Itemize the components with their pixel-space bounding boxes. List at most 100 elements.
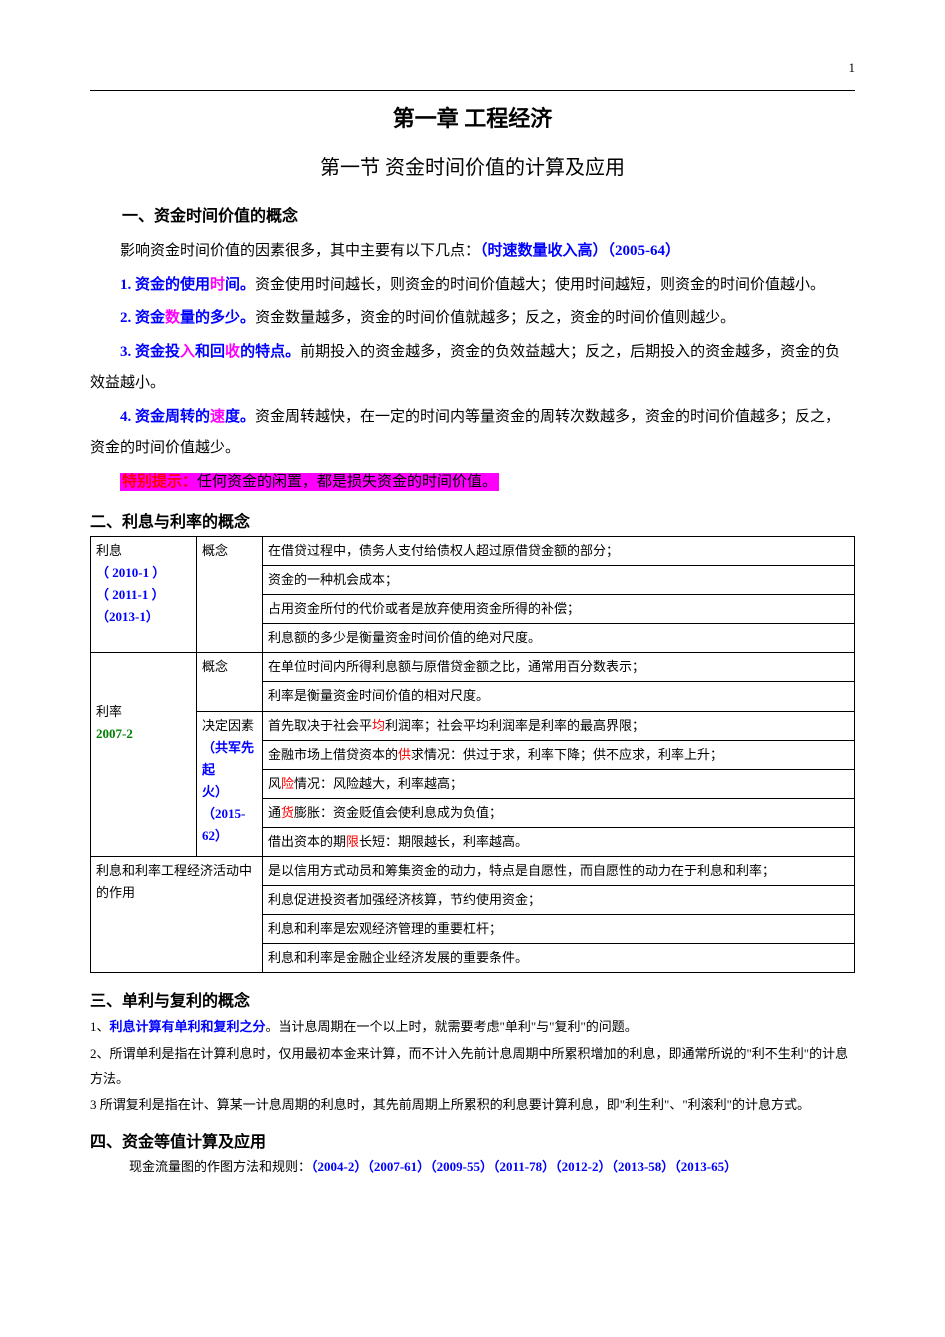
s4-refs: （2004-2）（2007-61）（2009-55）（2011-78）（2012… xyxy=(311,1159,737,1174)
lirate-year: 2007-2 xyxy=(96,726,133,741)
f1-hl: 均 xyxy=(372,718,385,733)
lixi-y2: （ 2011-1 ） xyxy=(96,587,165,602)
f2-post: 求情况：供过于求，利率下降；供不应求，利率上升； xyxy=(411,747,723,762)
f2-pre: 金融市场上借贷资本的 xyxy=(268,747,398,762)
intro-paragraph: 影响资金时间价值的因素很多，其中主要有以下几点：（时速数量收入高）（2005-6… xyxy=(90,236,855,268)
s4-line: 现金流量图的作图方法和规则：（2004-2）（2007-61）（2009-55）… xyxy=(90,1156,855,1175)
table-row: 决定因素 （共军先起 火） （2015-62） 首先取决于社会平均利润率；社会平… xyxy=(91,711,855,740)
cell: 占用资金所付的代价或者是放弃使用资金所得的补偿； xyxy=(263,595,855,624)
cell: 借出资本的期限长短：期限越长，利率越高。 xyxy=(263,827,855,856)
f3-pre: 风 xyxy=(268,776,281,791)
p2-num: 2. xyxy=(120,310,131,326)
cell: 通货膨胀：资金贬值会使利息成为负值； xyxy=(263,798,855,827)
heading-1: 一、资金时间价值的概念 xyxy=(90,202,855,226)
heading-4: 四、资金等值计算及应用 xyxy=(90,1128,855,1152)
f4-hl: 货 xyxy=(281,805,294,820)
f4-post: 膨胀：资金贬值会使利息成为负值； xyxy=(294,805,502,820)
intro-prefix: 影响资金时间价值的因素很多，其中主要有以下几点： xyxy=(120,243,480,259)
s3-p1-blue: 利息计算有单利和复利之分 xyxy=(110,1019,266,1034)
p3-key-pre: 资金投 xyxy=(135,344,180,360)
cell: 首先取决于社会平均利润率；社会平均利润率是利率的最高界限； xyxy=(263,711,855,740)
special-tip: 特别提示：任何资金的闲置，都是损失资金的时间价值。 xyxy=(90,467,855,499)
cell: 是以信用方式动员和筹集资金的动力，特点是自愿性，而自愿性的动力在于利息和利率； xyxy=(263,857,855,886)
p4-key-post: 度。 xyxy=(225,409,255,425)
top-rule xyxy=(90,90,855,91)
cell-lixi: 利息 （ 2010-1 ） （ 2011-1 ） （2013-1） xyxy=(91,537,197,653)
f3-hl: 险 xyxy=(281,776,294,791)
p3-key-post: 的特点。 xyxy=(240,344,300,360)
p1-body: 资金使用时间越长，则资金的时间价值越大；使用时间越短，则资金的时间价值越小。 xyxy=(255,277,825,293)
p4-key-hl: 速 xyxy=(210,409,225,425)
cell-concept1: 概念 xyxy=(197,537,263,653)
f1-post: 利润率；社会平均利润率是利率的最高界限； xyxy=(385,718,645,733)
lixi-y3: （2013-1） xyxy=(96,609,159,624)
f2-hl: 供 xyxy=(398,747,411,762)
f5-pre: 借出资本的期 xyxy=(268,834,346,849)
p1-key-post: 间。 xyxy=(225,277,255,293)
p1-key-hl: 时 xyxy=(210,277,225,293)
s4-intro: 现金流量图的作图方法和规则： xyxy=(129,1159,311,1174)
p1-key-pre: 资金的使用 xyxy=(135,277,210,293)
point-4: 4. 资金周转的速度。资金周转越快，在一定的时间内等量资金的周转次数越多，资金的… xyxy=(90,402,855,465)
cell-lirate: 利率 2007-2 xyxy=(91,653,197,857)
cell: 在单位时间内所得利息额与原借贷金额之比，通常用百分数表示； xyxy=(263,653,855,682)
p3-key-hl1: 入 xyxy=(180,344,195,360)
p2-key-mid: 量 xyxy=(180,310,195,326)
lixi-label: 利息 xyxy=(96,543,122,558)
cell-factors: 决定因素 （共军先起 火） （2015-62） xyxy=(197,711,263,856)
page-number: 1 xyxy=(849,60,856,76)
p4-num: 4. xyxy=(120,409,131,425)
s3-p1: 1、利息计算有单利和复利之分。当计息周期在一个以上时，就需要考虑"单利"与"复利… xyxy=(90,1015,855,1040)
concept-table: 利息 （ 2010-1 ） （ 2011-1 ） （2013-1） 概念 在借贷… xyxy=(90,536,855,973)
cell: 利率是衡量资金时间价值的相对尺度。 xyxy=(263,682,855,711)
p3-num: 3. xyxy=(120,344,131,360)
point-3: 3. 资金投入和回收的特点。前期投入的资金越多，资金的负效益越大；反之，后期投入… xyxy=(90,337,855,400)
heading-3: 三、单利与复利的概念 xyxy=(90,987,855,1011)
f1-pre: 首先取决于社会平 xyxy=(268,718,372,733)
factors-mnemonic-close: ） xyxy=(215,784,228,799)
point-1: 1. 资金的使用时间。资金使用时间越长，则资金的时间价值越大；使用时间越短，则资… xyxy=(90,270,855,302)
table-row: 利率 2007-2 概念 在单位时间内所得利息额与原借贷金额之比，通常用百分数表… xyxy=(91,653,855,682)
cell: 在借贷过程中，债务人支付给债权人超过原借贷金额的部分； xyxy=(263,537,855,566)
lirate-label: 利率 xyxy=(96,704,122,719)
cell: 金融市场上借贷资本的供求情况：供过于求，利率下降；供不应求，利率上升； xyxy=(263,740,855,769)
f5-post: 长短：期限越长，利率越高。 xyxy=(359,834,528,849)
p2-key-post: 的多少。 xyxy=(195,310,255,326)
factors-year: （2015-62） xyxy=(202,806,245,843)
f5-hl: 限 xyxy=(346,834,359,849)
table-row: 利息和利率工程经济活动中的作用 是以信用方式动员和筹集资金的动力，特点是自愿性，… xyxy=(91,857,855,886)
tip-body: 任何资金的闲置，都是损失资金的时间价值。 xyxy=(197,474,497,490)
cell: 利息额的多少是衡量资金时间价值的绝对尺度。 xyxy=(263,624,855,653)
cell: 资金的一种机会成本； xyxy=(263,566,855,595)
document-page: 1 第一章 工程经济 第一节 资金时间价值的计算及应用 一、资金时间价值的概念 … xyxy=(0,0,945,1217)
table-row: 利息 （ 2010-1 ） （ 2011-1 ） （2013-1） 概念 在借贷… xyxy=(91,537,855,566)
f4-pre: 通 xyxy=(268,805,281,820)
p4-key-pre: 资金周转的 xyxy=(135,409,210,425)
factors-mnemonic-p2: 火 xyxy=(202,784,215,799)
p2-key-hl: 数 xyxy=(165,310,180,326)
p3-key-mid: 和回 xyxy=(195,344,225,360)
tip-label: 特别提示： xyxy=(122,474,197,490)
p2-key-pre: 资金 xyxy=(135,310,165,326)
intro-year: （2005-64） xyxy=(608,243,681,259)
factors-mnemonic-p1: （共军先起 xyxy=(202,740,254,777)
f3-post: 情况：风险越大，利率越高； xyxy=(294,776,463,791)
section-title: 第一节 资金时间价值的计算及应用 xyxy=(90,151,855,180)
p3-key-hl2: 收 xyxy=(225,344,240,360)
s3-p2: 2、所谓单利是指在计算利息时，仅用最初本金来计算，而不计入先前计息周期中所累积增… xyxy=(90,1042,855,1091)
cell: 利息和利率是宏观经济管理的重要杠杆； xyxy=(263,915,855,944)
intro-mnemonic: （时速数量收入高） xyxy=(480,243,608,259)
heading-2: 二、利息与利率的概念 xyxy=(90,508,855,532)
cell: 利息促进投资者加强经济核算，节约使用资金； xyxy=(263,886,855,915)
p1-num: 1. xyxy=(120,277,131,293)
chapter-title: 第一章 工程经济 xyxy=(90,101,855,133)
cell: 风险情况：风险越大，利率越高； xyxy=(263,769,855,798)
cell: 利息和利率是金融企业经济发展的重要条件。 xyxy=(263,944,855,973)
p2-body: 资金数量越多，资金的时间价值就越多；反之，资金的时间价值则越少。 xyxy=(255,310,735,326)
point-2: 2. 资金数量的多少。资金数量越多，资金的时间价值就越多；反之，资金的时间价值则… xyxy=(90,303,855,335)
factors-label: 决定因素 xyxy=(202,718,254,733)
s3-p1-pre: 1、 xyxy=(90,1019,110,1034)
s3-p1-post: 。当计息周期在一个以上时，就需要考虑"单利"与"复利"的问题。 xyxy=(266,1019,638,1034)
lixi-y1: （ 2010-1 ） xyxy=(96,565,165,580)
cell-role-label: 利息和利率工程经济活动中的作用 xyxy=(91,857,263,973)
